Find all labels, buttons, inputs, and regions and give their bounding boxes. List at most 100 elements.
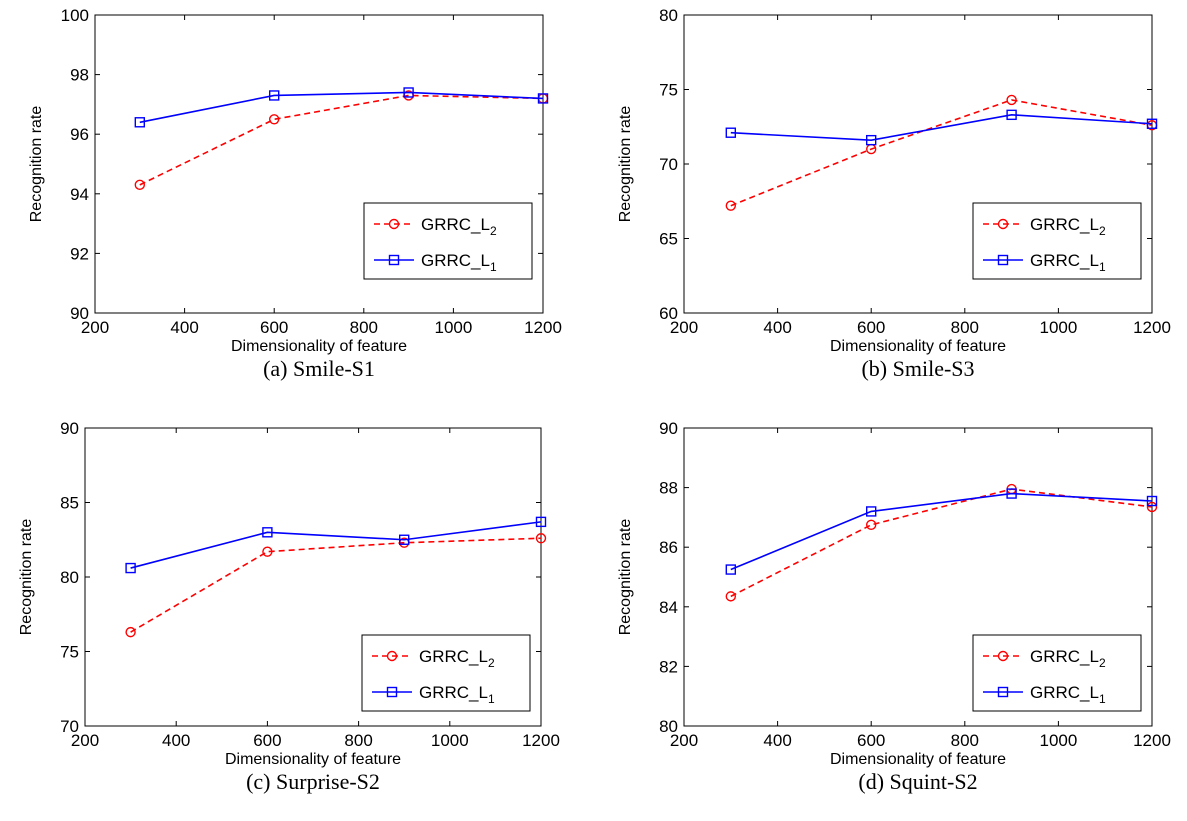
y-tick-label: 65 bbox=[659, 230, 678, 249]
legend-label: GRRC_L2 bbox=[1030, 215, 1106, 238]
data-point bbox=[269, 90, 280, 101]
series-line-1 bbox=[139, 91, 544, 124]
legend-label-subscript: 1 bbox=[490, 260, 497, 274]
legend-marker bbox=[386, 686, 398, 698]
y-tick-label: 90 bbox=[60, 419, 79, 438]
legend-label-base: GRRC_L bbox=[421, 215, 490, 234]
legend-label: GRRC_L2 bbox=[419, 647, 495, 670]
y-tick-label: 82 bbox=[659, 657, 678, 676]
chart-panel-3: 200 400 600 800 1000 1200 80 82 84 86 88 90 Dimensio… bbox=[617, 419, 1171, 794]
x-axis-label: Dimensionality of feature bbox=[830, 338, 1006, 355]
y-tick-label: 94 bbox=[70, 185, 89, 204]
series-line-0 bbox=[730, 99, 1153, 207]
y-tick-label: 98 bbox=[70, 66, 89, 85]
y-tick-label: 88 bbox=[659, 479, 678, 498]
data-point bbox=[535, 516, 547, 528]
legend-label-subscript: 2 bbox=[490, 224, 497, 238]
data-point bbox=[1146, 118, 1158, 129]
x-tick-label: 1000 bbox=[434, 318, 472, 337]
series-line-1 bbox=[730, 114, 1153, 141]
y-tick-label: 96 bbox=[70, 125, 89, 144]
legend-label: GRRC_L1 bbox=[1030, 251, 1106, 274]
data-point bbox=[1006, 94, 1017, 106]
data-point bbox=[125, 626, 136, 638]
y-tick-label: 84 bbox=[659, 598, 678, 617]
y-tick-label: 70 bbox=[659, 155, 678, 174]
y-tick-label: 90 bbox=[70, 304, 89, 323]
chart-caption: (b) Smile-S3 bbox=[861, 356, 974, 381]
x-tick-label: 600 bbox=[260, 318, 288, 337]
data-point bbox=[134, 179, 146, 191]
y-axis-label: Recognition rate bbox=[28, 106, 45, 223]
chart-panel-1: 200 400 600 800 1000 1200 60 65 70 75 80 Dimensiona… bbox=[617, 6, 1171, 381]
data-point bbox=[866, 506, 877, 517]
legend-label-base: GRRC_L bbox=[419, 647, 488, 666]
y-axis-label: Recognition rate bbox=[18, 519, 35, 636]
x-tick-label: 1200 bbox=[1133, 731, 1171, 750]
x-tick-label: 1000 bbox=[1039, 731, 1077, 750]
data-point bbox=[262, 527, 273, 538]
y-tick-label: 92 bbox=[70, 244, 89, 263]
data-point bbox=[866, 519, 877, 531]
legend-label-subscript: 1 bbox=[488, 692, 495, 706]
x-tick-label: 400 bbox=[763, 318, 791, 337]
data-point bbox=[399, 534, 410, 545]
x-axis-label: Dimensionality of feature bbox=[830, 751, 1006, 768]
legend-box bbox=[363, 202, 533, 280]
data-point bbox=[403, 87, 414, 98]
legend-marker bbox=[386, 650, 398, 662]
y-tick-label: 75 bbox=[60, 643, 79, 662]
legend-marker bbox=[997, 218, 1009, 230]
chart-panel-2: 200 400 600 800 1000 1200 70 75 80 85 90 Dimensiona… bbox=[18, 419, 560, 794]
legend-label-base: GRRC_L bbox=[1030, 647, 1099, 666]
x-axis-label: Dimensionality of feature bbox=[225, 751, 401, 768]
data-point bbox=[535, 533, 547, 544]
data-point bbox=[1146, 501, 1158, 513]
y-tick-label: 80 bbox=[60, 568, 79, 587]
legend-label-subscript: 2 bbox=[1099, 656, 1106, 670]
x-tick-label: 1000 bbox=[431, 731, 469, 750]
legend-marker bbox=[388, 254, 400, 266]
x-tick-label: 800 bbox=[951, 731, 979, 750]
chart-caption: (c) Surprise-S2 bbox=[246, 769, 380, 794]
data-point bbox=[1006, 109, 1017, 121]
series-line-1 bbox=[130, 521, 542, 569]
x-tick-label: 200 bbox=[81, 318, 109, 337]
x-tick-label: 800 bbox=[350, 318, 378, 337]
series-line-0 bbox=[130, 537, 542, 633]
legend-label-subscript: 1 bbox=[1099, 692, 1106, 706]
legend-label-base: GRRC_L bbox=[419, 683, 488, 702]
legend-label-base: GRRC_L bbox=[1030, 683, 1099, 702]
y-tick-label: 60 bbox=[659, 304, 678, 323]
y-axis-label: Recognition rate bbox=[617, 519, 634, 636]
x-tick-label: 200 bbox=[71, 731, 99, 750]
legend-label: GRRC_L1 bbox=[421, 251, 497, 274]
data-point bbox=[1146, 495, 1158, 507]
legend-marker bbox=[997, 686, 1009, 698]
y-tick-label: 70 bbox=[60, 717, 79, 736]
x-tick-label: 800 bbox=[344, 731, 372, 750]
series-line-0 bbox=[139, 94, 544, 186]
x-tick-label: 600 bbox=[857, 731, 885, 750]
x-tick-label: 200 bbox=[670, 731, 698, 750]
legend-label: GRRC_L2 bbox=[421, 215, 497, 238]
legend-marker bbox=[388, 218, 400, 230]
legend-marker bbox=[997, 254, 1009, 266]
x-tick-label: 600 bbox=[253, 731, 281, 750]
data-point bbox=[725, 591, 736, 602]
legend-box bbox=[972, 202, 1142, 280]
legend-label-base: GRRC_L bbox=[1030, 215, 1099, 234]
x-tick-label: 200 bbox=[670, 318, 698, 337]
legend-box bbox=[972, 634, 1142, 712]
legend-label-base: GRRC_L bbox=[1030, 251, 1099, 270]
y-axis-label: Recognition rate bbox=[617, 106, 634, 223]
data-point bbox=[269, 114, 280, 125]
y-tick-label: 80 bbox=[659, 717, 678, 736]
data-point bbox=[1006, 488, 1017, 499]
y-tick-label: 80 bbox=[659, 6, 678, 25]
data-point bbox=[134, 117, 146, 128]
data-point bbox=[725, 200, 736, 211]
legend-label: GRRC_L1 bbox=[419, 683, 495, 706]
